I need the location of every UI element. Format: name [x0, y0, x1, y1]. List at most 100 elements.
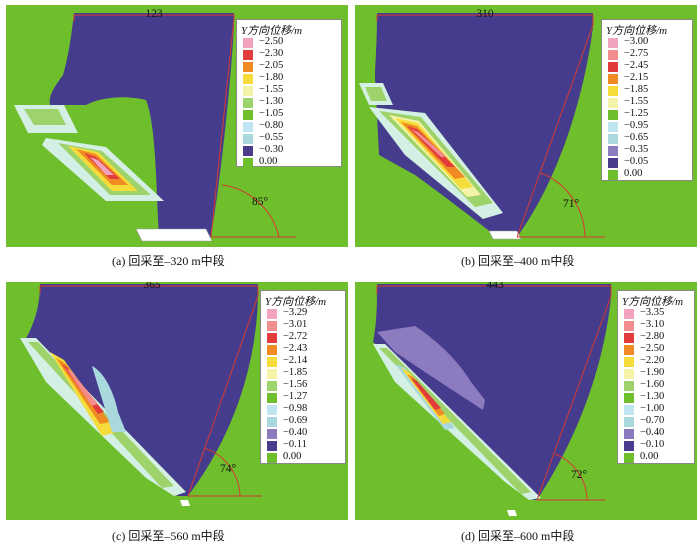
legend-swatch	[267, 417, 277, 427]
legend-item: −2.20	[624, 355, 697, 368]
legend-item: −1.30	[624, 391, 697, 404]
legend-item: −1.27	[267, 391, 348, 404]
legend-swatch	[624, 429, 634, 439]
legend-swatch	[267, 345, 277, 355]
legend-value: −0.69	[283, 415, 308, 426]
orebody-contours	[14, 105, 164, 201]
legend-value: −0.05	[624, 156, 649, 167]
top-width-label: 310	[476, 8, 494, 20]
legend-item: −3.35	[624, 307, 697, 320]
legend-item: −0.11	[267, 439, 348, 452]
legend-value: −1.85	[624, 84, 649, 95]
legend-swatch	[267, 441, 277, 451]
legend: Y方向位移/m −3.29 −3.01 −2.72 −2.43 −2.14 −1.85 −1…	[260, 290, 346, 464]
legend-swatch	[243, 38, 253, 48]
legend-item: −0.80	[243, 120, 348, 133]
legend-item: −0.40	[624, 427, 697, 440]
legend-value: 0.00	[283, 451, 302, 462]
caved-zone	[49, 13, 235, 237]
legend-item: −0.98	[267, 403, 348, 416]
legend-item: −0.30	[243, 144, 348, 157]
legend-item: −2.30	[243, 48, 348, 61]
legend-value: −1.05	[259, 108, 284, 119]
legend-swatch	[243, 98, 253, 108]
legend-value: −0.98	[283, 403, 308, 414]
legend: Y方向位移/m −2.50 −2.30 −2.05 −1.80 −1.55 −1.30 −1…	[236, 19, 342, 168]
legend-item: −1.80	[243, 72, 348, 85]
dip-angle-label: 74°	[220, 463, 237, 475]
legend-swatch	[624, 417, 634, 427]
legend-item: −0.35	[608, 144, 697, 157]
legend-item: −0.65	[608, 132, 697, 145]
panel-b-diagram: 310 71°	[359, 8, 605, 240]
legend-value: −0.40	[640, 427, 665, 438]
legend-value: −1.80	[259, 72, 284, 83]
legend-item: −2.50	[243, 36, 348, 49]
legend-item: −1.25	[608, 108, 697, 121]
legend-swatch	[624, 357, 634, 367]
legend-value: −1.30	[640, 391, 665, 402]
legend-item: −0.05	[608, 156, 697, 169]
legend-swatch	[267, 333, 277, 343]
legend-swatch	[608, 110, 618, 120]
legend-value: −0.10	[640, 439, 665, 450]
legend-value: −0.80	[259, 120, 284, 131]
legend-item: −2.43	[267, 343, 348, 356]
legend-swatch	[608, 98, 618, 108]
legend-title: Y方向位移/m	[241, 25, 303, 37]
caption-c: (c) 回采至–560 m中段	[112, 529, 225, 543]
legend-value: −0.40	[283, 427, 308, 438]
legend-item: −1.55	[243, 84, 348, 97]
legend-item: −1.90	[624, 367, 697, 380]
orebody-contours	[373, 344, 541, 500]
legend-swatch	[267, 369, 277, 379]
legend-value: −2.20	[640, 355, 665, 366]
caved-zone	[373, 284, 611, 500]
legend-item: −1.85	[267, 367, 348, 380]
caved-zone	[24, 284, 258, 496]
legend-swatch	[624, 393, 634, 403]
legend-value: −2.75	[624, 48, 649, 59]
legend-value: −3.35	[640, 307, 665, 318]
panel-d-diagram: 443 72°	[373, 282, 612, 516]
caption-d: (d) 回采至–600 m中段	[461, 529, 575, 543]
legend-swatch	[267, 429, 277, 439]
legend-item: −2.14	[267, 355, 348, 368]
legend-swatch	[608, 86, 618, 96]
legend-value: 0.00	[624, 168, 643, 179]
legend-swatch	[608, 158, 618, 168]
legend-swatch	[608, 146, 618, 156]
legend-item: −1.85	[608, 84, 697, 97]
legend-value: −2.30	[259, 48, 284, 59]
legend-value: −0.65	[624, 132, 649, 143]
legend-swatch	[624, 333, 634, 343]
legend-item: −3.29	[267, 307, 348, 320]
legend-value: −2.50	[259, 36, 284, 47]
legend-item: −2.72	[267, 331, 348, 344]
legend-swatch	[608, 50, 618, 60]
legend-value: −2.80	[640, 331, 665, 342]
legend-title: Y方向位移/m	[265, 296, 327, 308]
legend-swatch	[624, 369, 634, 379]
panel-c: 365 74° Y方向位移/m −3.29 −3.01 −2.72 −2.43 −2.1…	[6, 282, 348, 520]
legend-value: −2.50	[640, 343, 665, 354]
legend-item: −0.40	[267, 427, 348, 440]
legend-swatch	[243, 110, 253, 120]
legend-item: −0.10	[624, 439, 697, 452]
legend-value: −1.00	[640, 403, 665, 414]
legend-value: −1.90	[640, 367, 665, 378]
top-width-label: 365	[143, 282, 161, 291]
legend-swatch	[267, 357, 277, 367]
legend-item: −2.75	[608, 48, 697, 61]
panel-a-diagram: 123 85°	[14, 8, 296, 242]
panel-c-diagram: 365 74°	[20, 282, 262, 506]
legend-item: −1.60	[624, 379, 697, 392]
dip-angle-label: 85°	[252, 196, 269, 208]
panel-a: 123 85° Y方向位移/m −2.50 −2.30 −2.05 −1.80 −1.5…	[6, 5, 348, 247]
legend-value: −2.43	[283, 343, 308, 354]
legend-swatch	[624, 405, 634, 415]
legend-item: −0.55	[243, 132, 348, 145]
orebody-contours	[20, 338, 186, 496]
legend-value: −0.70	[640, 415, 665, 426]
legend-swatch	[243, 158, 253, 168]
